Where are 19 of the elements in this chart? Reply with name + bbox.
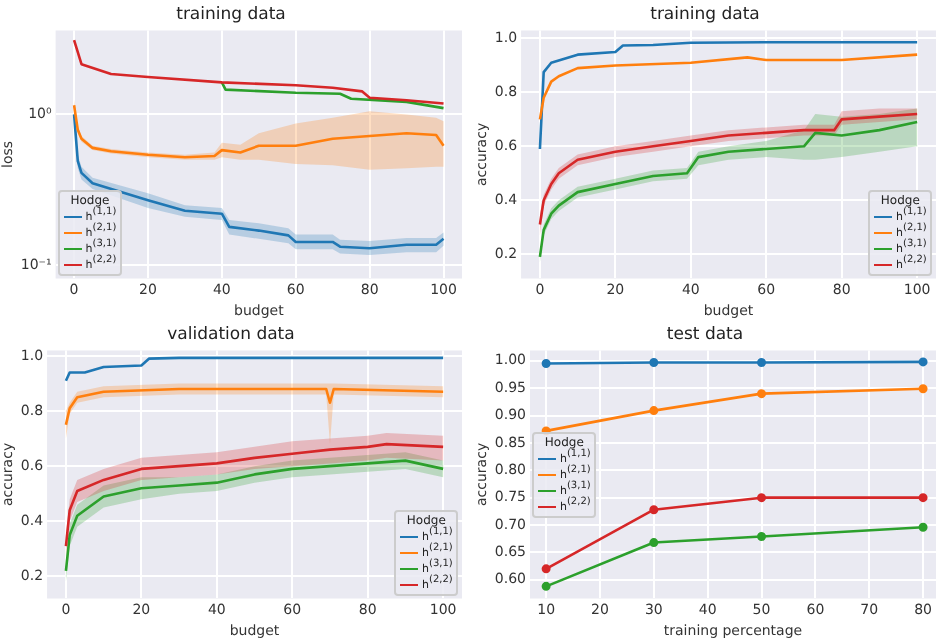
point [918, 384, 928, 394]
point [649, 505, 659, 515]
chart-title: validation data [167, 324, 295, 345]
point [757, 357, 767, 367]
point [541, 564, 551, 574]
chart-title: training data [176, 4, 286, 25]
point [757, 493, 767, 503]
point [541, 581, 551, 591]
point [918, 493, 928, 503]
point [541, 359, 551, 369]
point [649, 357, 659, 367]
chart-title: test data [666, 324, 744, 345]
point [757, 532, 767, 542]
point [757, 389, 767, 399]
point [649, 538, 659, 548]
point [649, 406, 659, 416]
point [918, 357, 928, 367]
chart-title: training data [650, 4, 760, 25]
point [918, 522, 928, 532]
